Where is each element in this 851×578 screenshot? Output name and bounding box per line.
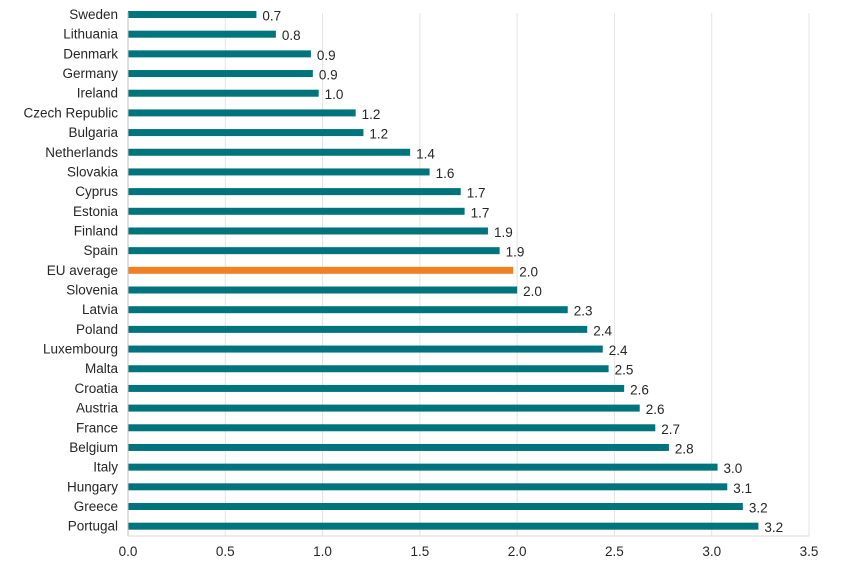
x-tick-label: 0.5 <box>216 544 235 559</box>
bar <box>128 109 356 117</box>
category-label: Hungary <box>67 479 118 494</box>
data-label: 2.8 <box>675 441 694 456</box>
category-label: Finland <box>74 223 118 238</box>
data-label: 3.2 <box>764 520 783 535</box>
category-label: Netherlands <box>45 145 118 160</box>
category-label: France <box>76 420 118 435</box>
bar <box>128 148 411 156</box>
category-label: Spain <box>83 243 118 258</box>
bar <box>128 188 461 196</box>
data-label: 2.6 <box>646 402 665 417</box>
bar <box>128 325 588 333</box>
data-label: 0.7 <box>262 9 281 24</box>
x-tick-label: 2.0 <box>508 544 527 559</box>
x-tick-label: 1.5 <box>410 544 429 559</box>
bar <box>128 168 430 176</box>
bar <box>128 365 609 373</box>
category-label: Slovakia <box>67 164 119 179</box>
category-label: Lithuania <box>63 27 118 42</box>
data-label: 3.0 <box>724 461 743 476</box>
category-label: Malta <box>85 361 119 376</box>
x-tick-label: 3.5 <box>800 544 819 559</box>
data-label: 3.2 <box>749 501 768 516</box>
category-label: Latvia <box>82 302 119 317</box>
bar <box>128 306 568 314</box>
data-label: 2.4 <box>609 343 628 358</box>
category-label: Ireland <box>77 86 118 101</box>
data-label: 0.9 <box>319 68 338 83</box>
data-label: 2.4 <box>593 323 612 338</box>
data-label: 1.9 <box>506 245 525 260</box>
category-label: Bulgaria <box>68 125 118 140</box>
bar <box>128 247 500 255</box>
bar-eu-average <box>128 266 514 274</box>
x-tick-label: 0.0 <box>119 544 138 559</box>
bar <box>128 30 276 38</box>
data-label: 1.4 <box>416 146 435 161</box>
bar <box>128 207 465 215</box>
data-label: 0.8 <box>282 28 301 43</box>
data-label: 1.7 <box>467 186 486 201</box>
gridlines <box>224 13 810 536</box>
data-label: 2.6 <box>630 382 649 397</box>
bar <box>128 384 625 392</box>
data-label: 3.1 <box>733 481 752 496</box>
category-label: Croatia <box>74 381 118 396</box>
data-label: 2.3 <box>574 304 593 319</box>
data-label: 2.5 <box>615 363 634 378</box>
category-label: Cyprus <box>75 184 118 199</box>
bar <box>128 89 319 97</box>
data-label: 1.9 <box>494 225 513 240</box>
category-labels: Sweden Lithuania Denmark Germany Ireland Czec… <box>23 7 118 534</box>
category-label: Estonia <box>73 204 119 219</box>
bar <box>128 503 743 510</box>
x-tick-label: 2.5 <box>605 544 624 559</box>
category-label: EU average <box>47 263 118 278</box>
bar <box>128 50 311 58</box>
x-tick-label: 3.0 <box>702 544 721 559</box>
bar <box>128 443 669 451</box>
data-label: 1.6 <box>436 166 455 181</box>
bar <box>128 483 728 491</box>
category-label: Greece <box>74 499 118 514</box>
bar <box>128 286 518 294</box>
bar <box>128 11 257 18</box>
category-label: Czech Republic <box>23 105 118 120</box>
data-label: 2.7 <box>661 422 680 437</box>
data-label: 2.0 <box>523 284 542 299</box>
data-label: 1.2 <box>369 127 388 142</box>
bar <box>128 463 718 471</box>
category-label: Austria <box>76 401 119 416</box>
bar <box>128 424 656 432</box>
category-label: Italy <box>93 460 118 475</box>
data-labels: 0.70.8 0.9 0.9 1.0 1.2 1.2 1.41.6 1.7 1.7 1.9 1.9 2… <box>262 9 783 536</box>
category-label: Germany <box>62 66 118 81</box>
x-axis-ticks: 0.0 0.5 1.0 1.5 2.0 2.5 3.0 3.5 <box>119 544 819 559</box>
bar <box>128 227 488 235</box>
category-label: Slovenia <box>66 283 118 298</box>
category-label: Luxembourg <box>43 342 118 357</box>
bar <box>128 70 313 78</box>
category-label: Poland <box>76 322 118 337</box>
x-tick-label: 1.0 <box>313 544 332 559</box>
category-label: Denmark <box>63 46 118 61</box>
bar <box>128 345 603 353</box>
bars <box>128 11 759 530</box>
category-label: Sweden <box>69 7 118 22</box>
data-label: 1.0 <box>325 87 344 102</box>
data-label: 0.9 <box>317 48 336 63</box>
data-label: 1.2 <box>362 107 381 122</box>
category-label: Portugal <box>68 519 118 534</box>
data-label: 2.0 <box>519 264 538 279</box>
bar <box>128 522 759 530</box>
category-label: Belgium <box>69 440 118 455</box>
bar <box>128 404 640 412</box>
bar <box>128 129 364 137</box>
data-label: 1.7 <box>471 205 490 220</box>
